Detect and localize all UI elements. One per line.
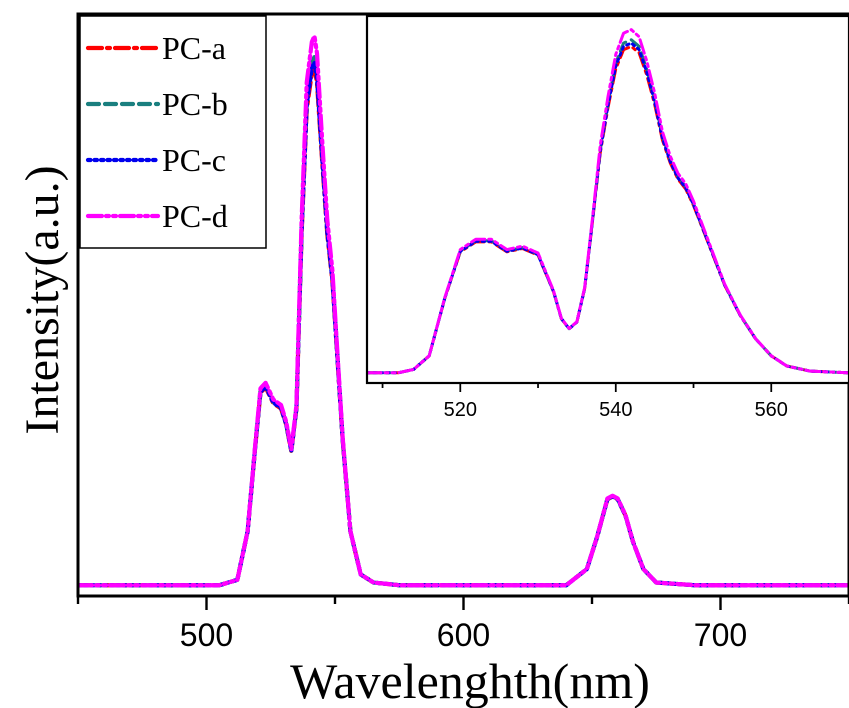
- main-x-tick-label: 700: [694, 617, 747, 653]
- inset-x-tick-label: 560: [755, 399, 788, 421]
- main-x-tick-label: 500: [180, 617, 233, 653]
- inset-x-tick-label: 520: [444, 399, 477, 421]
- series-line-pc-d: [78, 33, 849, 588]
- inset-plot: 520 540 560: [365, 14, 849, 421]
- inset-background: [367, 16, 849, 383]
- legend: PC-a PC-b PC-c PC-d: [79, 15, 267, 249]
- main-plot: 500 600 700: [76, 12, 849, 653]
- legend-label-pc-b: PC-b: [162, 86, 228, 122]
- x-axis-label: Wavelenghth(nm): [290, 653, 650, 708]
- legend-label-pc-a: PC-a: [162, 30, 226, 66]
- main-x-tick-label: 600: [437, 617, 490, 653]
- legend-label-pc-c: PC-c: [162, 142, 226, 178]
- legend-label-pc-d: PC-d: [162, 198, 228, 234]
- inset-x-tick-label: 540: [599, 399, 632, 421]
- legend-box: [79, 15, 267, 249]
- y-axis-label: Intensity(a.u.): [16, 165, 69, 434]
- series-line-pc-d: [367, 28, 849, 375]
- inset-frame: [365, 14, 849, 385]
